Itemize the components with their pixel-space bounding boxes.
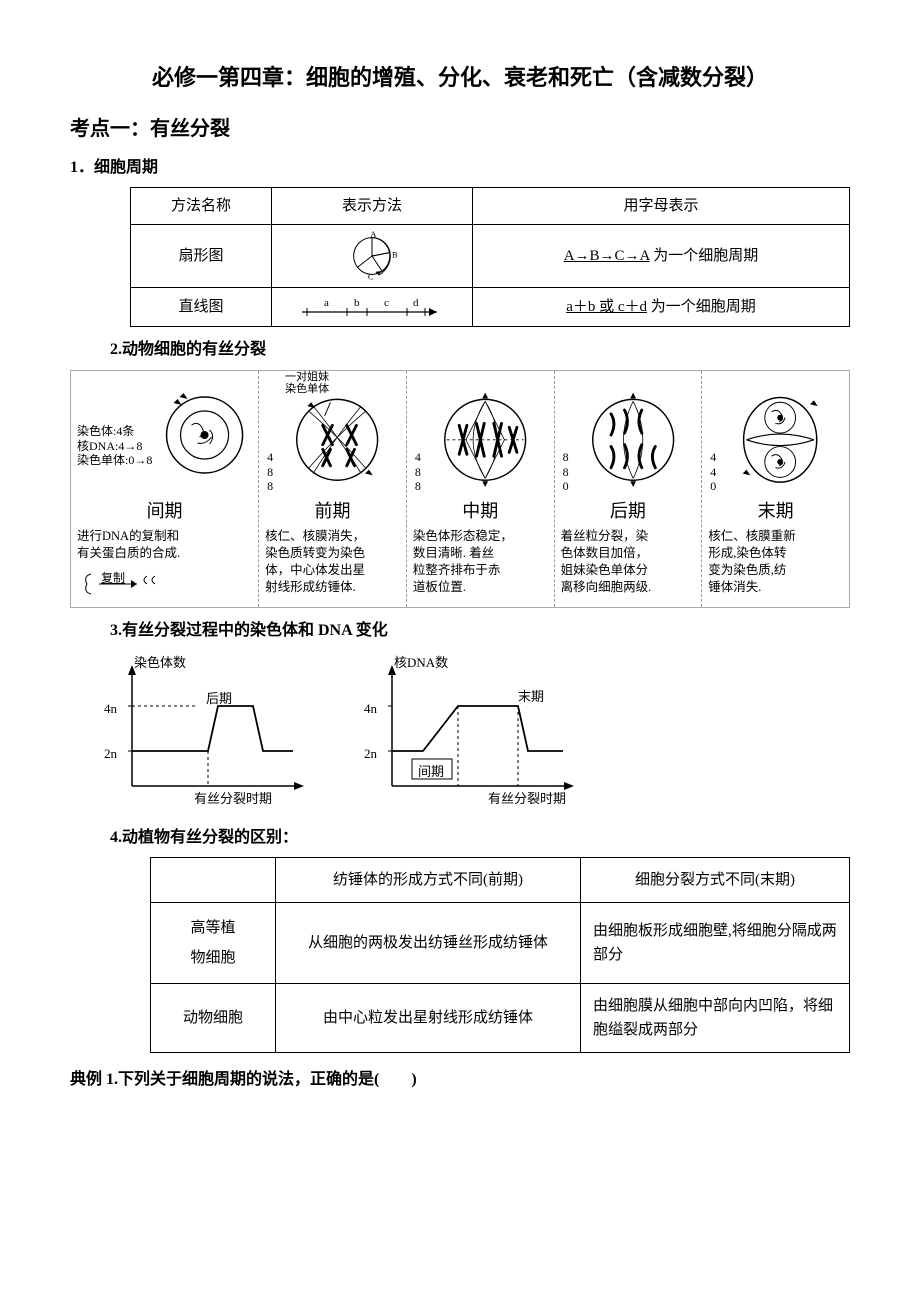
telophase-cell-icon: [708, 375, 843, 495]
chromosome-chart: 染色体数 4n 2n 后期 有丝分裂时期: [98, 651, 318, 811]
phase-desc: 核仁、核膜重新形成,染色体转 变为染色质,纺锤体消失.: [708, 528, 843, 596]
table-row: 方法名称 表示方法 用字母表示: [131, 187, 850, 224]
th-spindle: 纺锤体的形成方式不同(前期): [276, 857, 581, 902]
section3-heading: 3.有丝分裂过程中的染色体和 DNA 变化: [110, 618, 850, 644]
phase-desc: 核仁、核膜消失，染色质转变为染色 体，中心体发出星射线形成纺锤体.: [265, 528, 400, 596]
phase-nums: 880: [563, 450, 569, 493]
th-blank: [151, 857, 276, 902]
chart-ytick: 4n: [104, 699, 117, 720]
phase-col-metaphase: 488 中期 染色体形态稳定，数目清晰. 着丝 粒整齐排布于赤道板位置.: [407, 371, 555, 606]
svg-text:c: c: [384, 297, 389, 309]
table-row: 直线图 a b c d a＋b 或 c＋d 为一个细胞周期: [131, 287, 850, 326]
cell-line-diagram: a b c d: [272, 287, 473, 326]
dna-chart: 核DNA数 4n 2n 末期 间期 有丝分裂时期: [358, 651, 578, 811]
replicate-arrow-icon: 复制: [77, 566, 167, 596]
section1-heading: 1．细胞周期: [70, 155, 850, 181]
table-row: 纺锤体的形成方式不同(前期) 细胞分裂方式不同(末期): [151, 857, 850, 902]
chart-ytick: 2n: [104, 744, 117, 765]
diff-table: 纺锤体的形成方式不同(前期) 细胞分裂方式不同(末期) 高等植物细胞 从细胞的两…: [150, 857, 850, 1053]
dna-chart-svg: [358, 651, 588, 811]
cell-animal-spindle: 由中心粒发出星射线形成纺锤体: [276, 983, 581, 1052]
phase-label: 末期: [708, 497, 843, 526]
sister-chromatid-label: 一对姐妹 染色单体: [285, 371, 329, 395]
kp1-heading: 考点一：有丝分裂: [70, 113, 850, 145]
svg-text:a: a: [324, 297, 329, 309]
phase-col-anaphase: 880 后期 着丝粒分裂，染色体数目加倍， 姐妹染色单体分离移向细胞两级.: [555, 371, 703, 606]
fan-cycle-text: A→B→C→A: [564, 248, 650, 264]
th-division: 细胞分裂方式不同(末期): [581, 857, 850, 902]
chart-annot2: 间期: [418, 762, 444, 783]
cell-fan-name: 扇形图: [131, 224, 272, 287]
phase-label: 中期: [413, 497, 548, 526]
svg-text:B: B: [392, 250, 398, 259]
fan-diagram-icon: A B C: [342, 231, 402, 281]
phase-col-prophase: 一对姐妹 染色单体 488: [259, 371, 407, 606]
line-cycle-text: a＋b 或 c＋d: [566, 299, 647, 315]
svg-text:b: b: [354, 297, 360, 309]
mitosis-diagram-row: 染色体:4条 核DNA:4→8 染色单体:0→8 间期 进行DNA的复制和 有关…: [70, 370, 850, 607]
chromosome-chart-svg: [98, 651, 318, 811]
svg-text:d: d: [413, 297, 419, 309]
cell-animal-div: 由细胞膜从细胞中部向内凹陷，将细胞缢裂成两部分: [581, 983, 850, 1052]
cell-fan-diagram: A B C: [272, 224, 473, 287]
table-row: 高等植物细胞 从细胞的两极发出纺锤丝形成纺锤体 由细胞板形成细胞壁,将细胞分隔成…: [151, 902, 850, 983]
cell-fan-letters: A→B→C→A 为一个细胞周期: [473, 224, 850, 287]
th-letters: 用字母表示: [473, 187, 850, 224]
interphase-left-labels: 染色体:4条 核DNA:4→8 染色单体:0→8: [77, 424, 152, 467]
chart-annot: 后期: [206, 689, 232, 710]
chart-ytick: 4n: [364, 699, 377, 720]
page-title: 必修一第四章：细胞的增殖、分化、衰老和死亡（含减数分裂）: [70, 60, 850, 95]
table-row: 动物细胞 由中心粒发出星射线形成纺锤体 由细胞膜从细胞中部向内凹陷，将细胞缢裂成…: [151, 983, 850, 1052]
chart-xlabel: 有丝分裂时期: [194, 789, 272, 810]
svg-text:C: C: [368, 272, 374, 281]
anaphase-cell-icon: [561, 375, 696, 495]
svg-text:复制: 复制: [101, 571, 125, 585]
cell-line-letters: a＋b 或 c＋d 为一个细胞周期: [473, 287, 850, 326]
phase-label: 间期: [77, 497, 252, 526]
section4-heading: 4.动植物有丝分裂的区别：: [110, 825, 850, 851]
example1: 典例 1.下列关于细胞周期的说法，正确的是( ): [70, 1071, 417, 1088]
phase-label: 后期: [561, 497, 696, 526]
th-method: 方法名称: [131, 187, 272, 224]
chart-ylabel: 染色体数: [134, 653, 186, 674]
th-rep: 表示方法: [272, 187, 473, 224]
phase-desc: 着丝粒分裂，染色体数目加倍， 姐妹染色单体分离移向细胞两级.: [561, 528, 696, 596]
phase-nums: 488: [267, 450, 273, 493]
phase-desc: 染色体形态稳定，数目清晰. 着丝 粒整齐排布于赤道板位置.: [413, 528, 548, 596]
phase-nums: 488: [415, 450, 421, 493]
phase-col-interphase: 染色体:4条 核DNA:4→8 染色单体:0→8 间期 进行DNA的复制和 有关…: [71, 371, 259, 606]
line-diagram-icon: a b c d: [297, 294, 447, 320]
chart-ytick: 2n: [364, 744, 377, 765]
charts-row: 染色体数 4n 2n 后期 有丝分裂时期 核DNA数 4n 2n 末期 间期 有…: [98, 651, 850, 811]
section2-heading: 2.动物细胞的有丝分裂: [110, 337, 850, 363]
phase-desc: 进行DNA的复制和 有关蛋白质的合成. 复制: [77, 528, 252, 601]
cell-line-name: 直线图: [131, 287, 272, 326]
phase-nums: 440: [710, 450, 716, 493]
cell-plant-spindle: 从细胞的两极发出纺锤丝形成纺锤体: [276, 902, 581, 983]
table-row: 扇形图 A B C A→B→C→A 为一个细胞周期: [131, 224, 850, 287]
metaphase-cell-icon: [413, 375, 548, 495]
phase-col-telophase: 440 末期 核仁、核膜重新形成,染色体转 变为染色质,纺锤体消失.: [702, 371, 849, 606]
cycle-table: 方法名称 表示方法 用字母表示 扇形图 A B C A→B→C→A 为一个细胞周…: [130, 187, 850, 327]
chart-annot: 末期: [518, 687, 544, 708]
chart-xlabel: 有丝分裂时期: [488, 789, 566, 810]
chart-ylabel: 核DNA数: [394, 653, 448, 674]
cell-animal: 动物细胞: [151, 983, 276, 1052]
cell-plant: 高等植物细胞: [151, 902, 276, 983]
cell-plant-div: 由细胞板形成细胞壁,将细胞分隔成两部分: [581, 902, 850, 983]
phase-label: 前期: [265, 497, 400, 526]
svg-text:A: A: [370, 231, 376, 239]
